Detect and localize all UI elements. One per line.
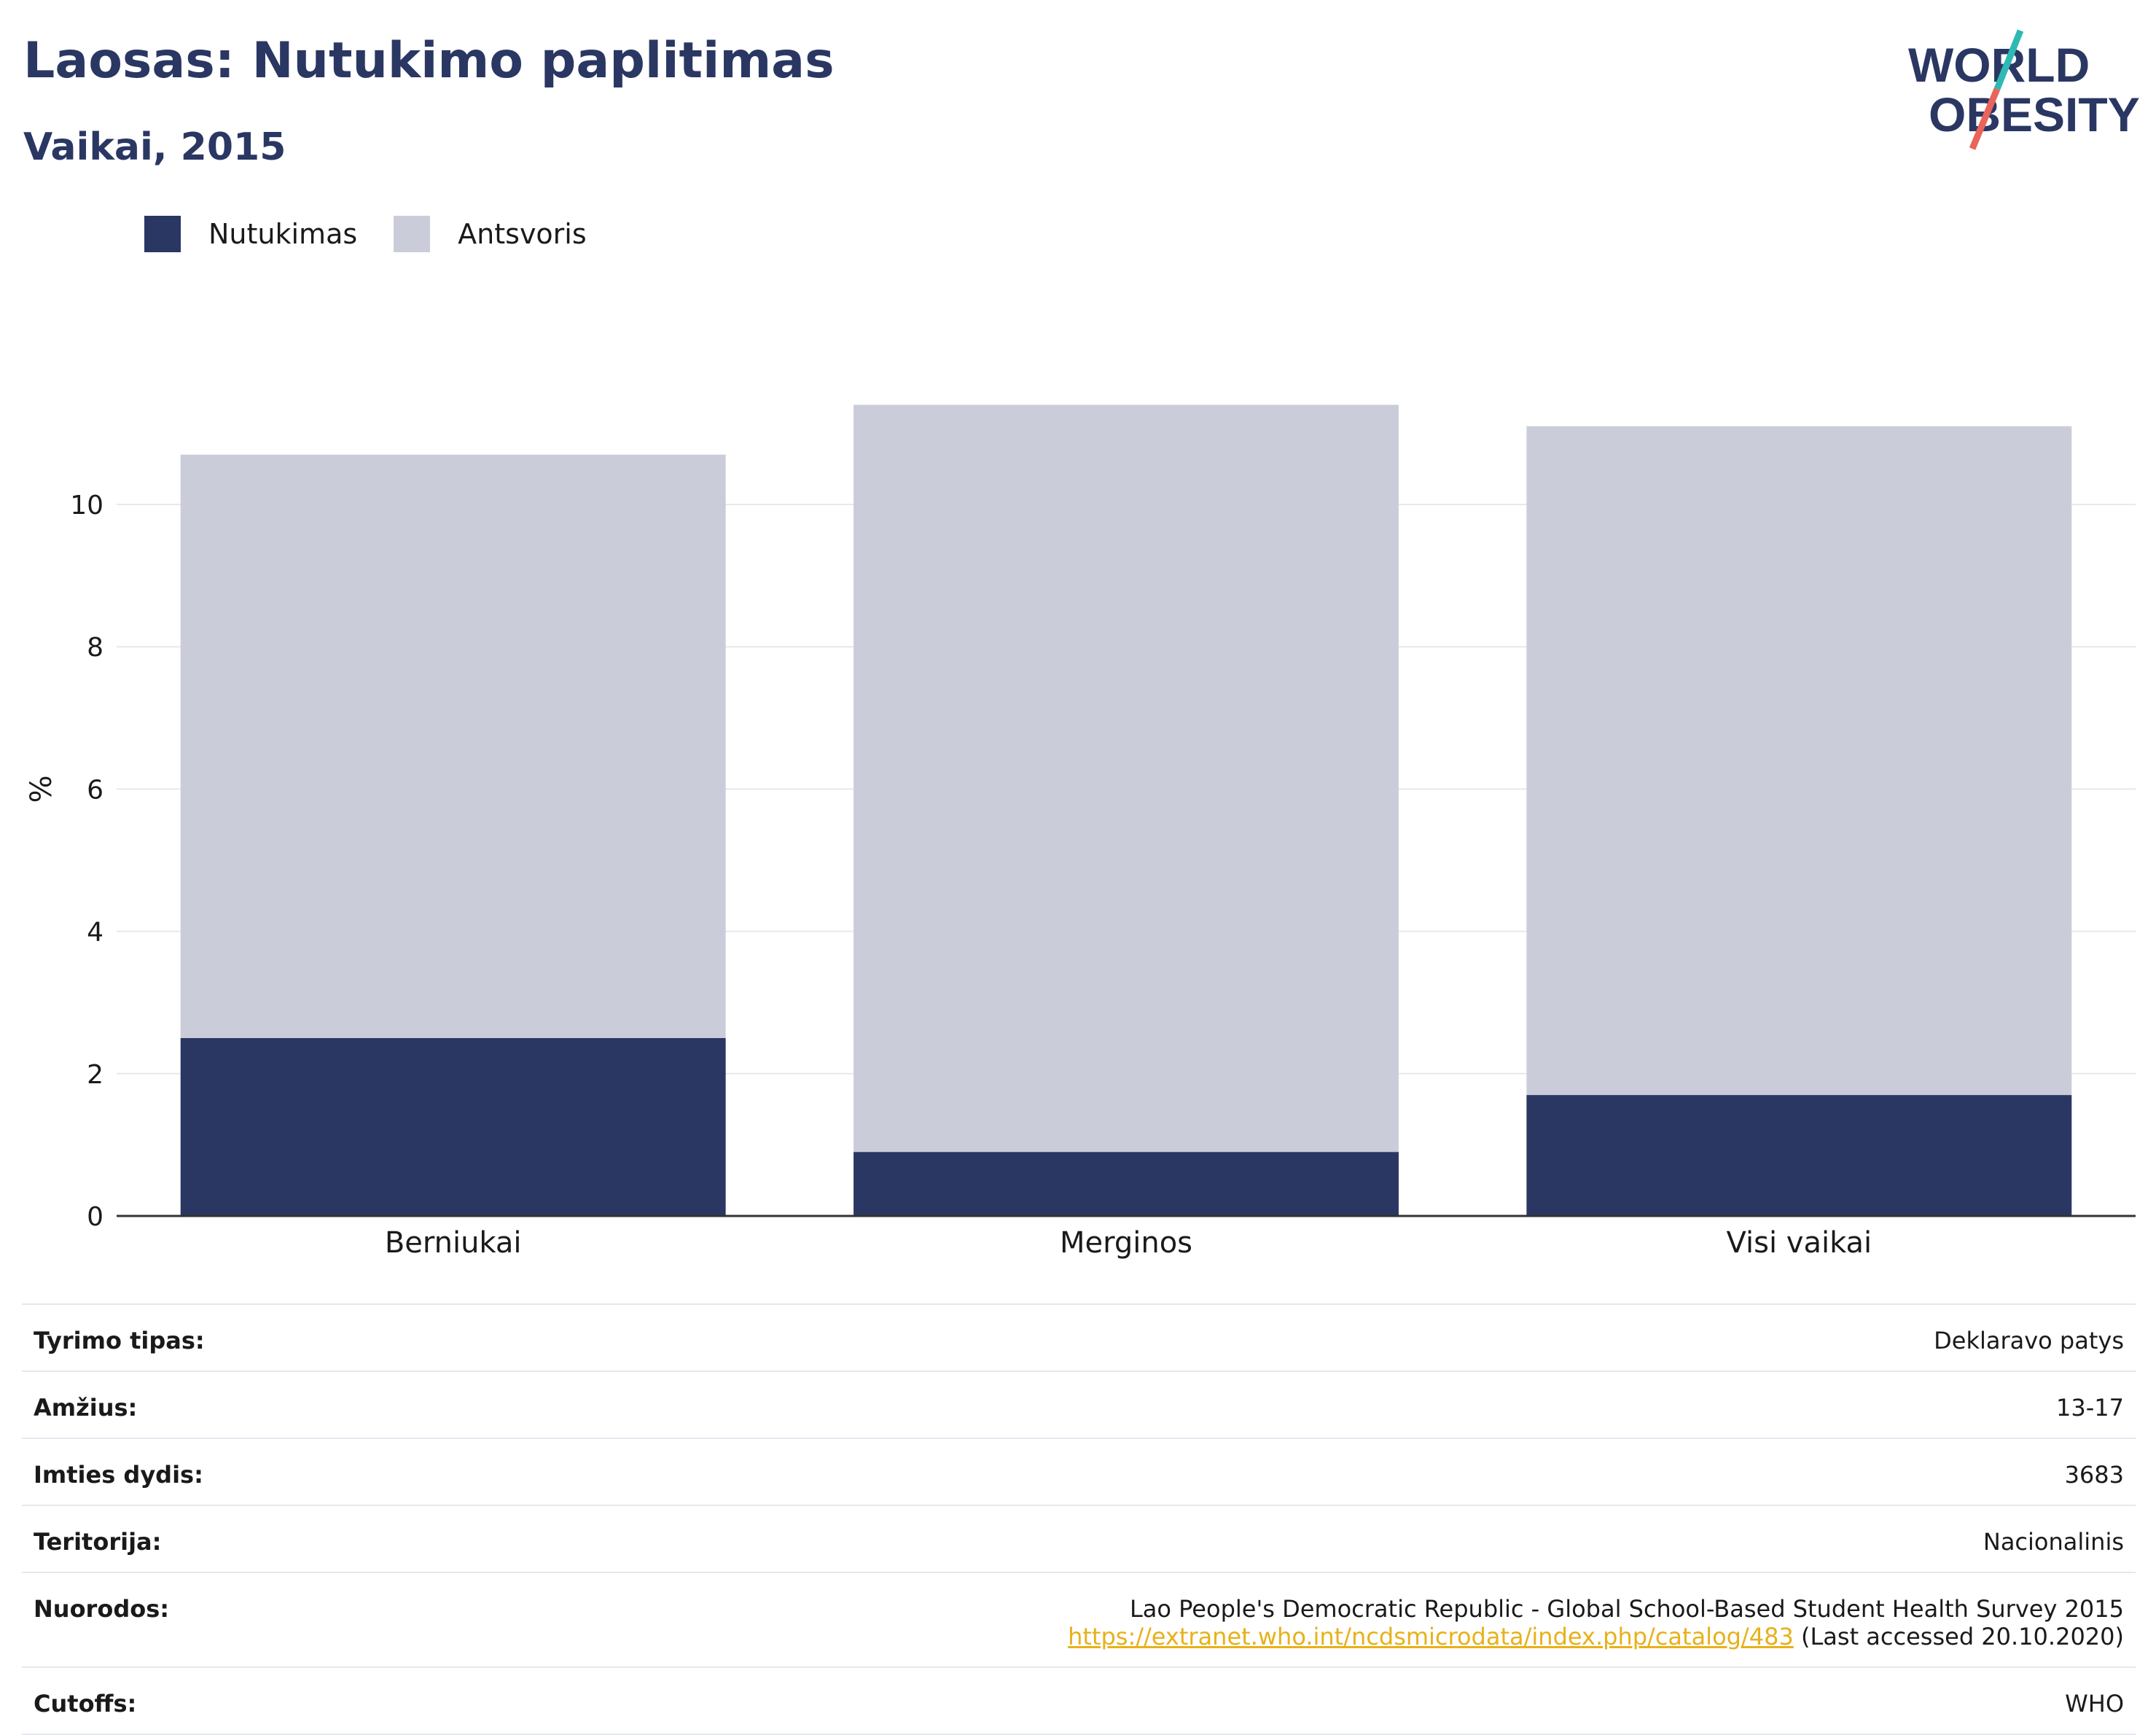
- info-value: 13-17: [2056, 1394, 2124, 1422]
- y-tick-label: 0: [87, 1202, 103, 1232]
- y-tick-label: 6: [87, 775, 103, 805]
- info-label: Cutoffs:: [34, 1690, 137, 1718]
- reference-link[interactable]: https://extranet.who.int/ncdsmicrodata/i…: [1068, 1623, 1794, 1650]
- chart-legend: Nutukimas Antsvoris: [144, 216, 623, 252]
- y-tick-label: 8: [87, 633, 103, 663]
- survey-info-table: Tyrimo tipas: Deklaravo patys Amžius: 13…: [22, 1303, 2136, 1735]
- info-label: Imties dydis:: [34, 1461, 203, 1489]
- logo-slash-red: [1969, 87, 2001, 150]
- y-tick-label: 2: [87, 1060, 103, 1090]
- info-value: Nacionalinis: [1983, 1528, 2124, 1556]
- info-label: Nuorodos:: [34, 1595, 170, 1623]
- legend-swatch-overweight: [394, 216, 431, 252]
- reference-title: Lao People's Democratic Republic - Globa…: [1129, 1595, 2124, 1623]
- info-row-survey-type: Tyrimo tipas: Deklaravo patys: [22, 1303, 2136, 1371]
- info-label: Tyrimo tipas:: [34, 1327, 205, 1354]
- info-row-territory: Teritorija: Nacionalinis: [22, 1505, 2136, 1572]
- y-axis-label: %: [25, 775, 58, 803]
- info-row-age: Amžius: 13-17: [22, 1371, 2136, 1438]
- x-tick-label: Merginos: [1060, 1226, 1192, 1260]
- bar-overweight: [854, 405, 1399, 1153]
- info-value: WHO: [2065, 1690, 2124, 1718]
- bar-overweight: [180, 454, 726, 1038]
- world-obesity-logo: WORLD OBESITY: [1908, 29, 2140, 150]
- legend-item-obesity[interactable]: Nutukimas: [144, 216, 357, 252]
- info-row-references: Nuorodos: Lao People's Democratic Republ…: [22, 1572, 2136, 1666]
- stacked-bar-chart: 0 2 4 6 8 10% Berniukai Merginos Visi vaikai: [25, 405, 2136, 1260]
- bar-obesity: [180, 1038, 726, 1216]
- logo-word-obesity: OBESITY: [1929, 87, 2140, 141]
- info-value: 3683: [2064, 1461, 2124, 1489]
- y-tick-label: 4: [87, 918, 103, 948]
- info-row-cutoffs: Cutoffs: WHO: [22, 1666, 2136, 1735]
- legend-swatch-obesity: [144, 216, 181, 252]
- y-tick-label: 10: [70, 491, 103, 520]
- legend-item-overweight[interactable]: Antsvoris: [394, 216, 587, 252]
- chart-title: Laosas: Nutukimo paplitimas: [23, 32, 835, 90]
- logo-slash-teal: [1993, 29, 2024, 90]
- bar-obesity: [854, 1152, 1399, 1216]
- info-value-references: Lao People's Democratic Republic - Globa…: [1068, 1595, 2124, 1650]
- bar-overweight: [1526, 426, 2072, 1096]
- x-tick-label: Visi vaikai: [1727, 1226, 1872, 1260]
- info-label: Amžius:: [34, 1394, 138, 1422]
- reference-accessed: (Last accessed 20.10.2020): [1800, 1623, 2124, 1650]
- info-value: Deklaravo patys: [1934, 1327, 2124, 1354]
- legend-label-obesity: Nutukimas: [208, 218, 358, 250]
- chart-subtitle: Vaikai, 2015: [23, 125, 286, 169]
- info-row-sample-size: Imties dydis: 3683: [22, 1438, 2136, 1505]
- bar-obesity: [1526, 1095, 2072, 1216]
- info-label: Teritorija:: [34, 1528, 162, 1556]
- x-tick-label: Berniukai: [385, 1226, 522, 1260]
- legend-label-overweight: Antsvoris: [458, 218, 587, 250]
